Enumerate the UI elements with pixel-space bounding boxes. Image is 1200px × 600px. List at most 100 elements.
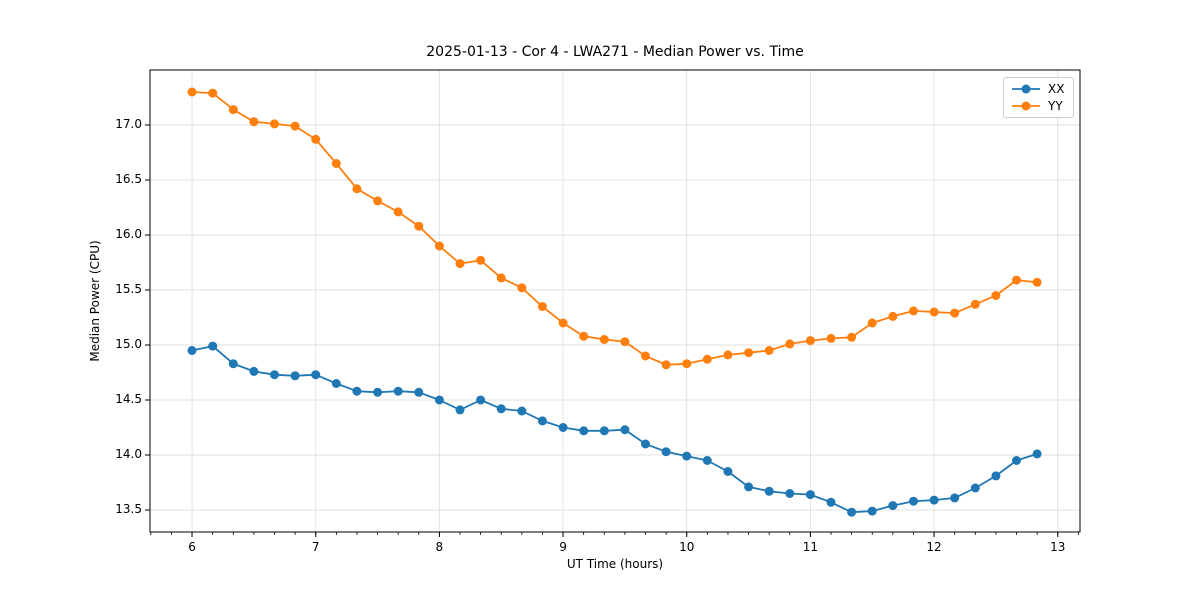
data-point-yy xyxy=(950,308,960,318)
data-point-xx xyxy=(579,426,589,436)
data-point-yy xyxy=(867,318,877,328)
data-point-xx xyxy=(805,490,815,500)
data-point-xx xyxy=(702,456,712,465)
data-point-yy xyxy=(558,318,568,328)
data-point-xx xyxy=(373,387,383,397)
data-point-xx xyxy=(723,467,733,476)
data-point-yy xyxy=(187,87,197,97)
data-point-yy xyxy=(290,121,300,131)
data-point-xx xyxy=(661,447,671,457)
legend-marker-yy xyxy=(1012,101,1040,111)
data-point-yy xyxy=(599,335,609,344)
x-tick-label: 7 xyxy=(311,540,320,554)
y-tick-label: 13.5 xyxy=(115,502,142,516)
data-point-xx xyxy=(847,507,857,517)
legend-item-xx: XX xyxy=(1011,82,1064,96)
data-point-yy xyxy=(352,184,362,194)
data-point-xx xyxy=(744,482,754,492)
data-point-yy xyxy=(249,117,259,127)
data-point-yy xyxy=(228,105,238,115)
data-point-xx xyxy=(970,483,980,493)
data-point-xx xyxy=(620,425,630,435)
legend-item-yy: YY xyxy=(1011,99,1064,113)
data-point-yy xyxy=(785,339,795,349)
data-point-yy xyxy=(331,159,341,168)
data-point-yy xyxy=(311,134,321,144)
data-point-yy xyxy=(805,336,815,346)
data-point-xx xyxy=(991,471,1001,481)
data-point-yy xyxy=(537,302,547,311)
chart-title: 2025-01-13 - Cor 4 - LWA271 - Median Pow… xyxy=(426,44,804,60)
x-tick-label: 9 xyxy=(559,540,567,554)
data-point-yy xyxy=(661,360,671,370)
y-tick-label: 14.5 xyxy=(115,392,142,406)
data-point-yy xyxy=(434,241,444,251)
data-point-yy xyxy=(888,311,898,321)
x-tick-label: 13 xyxy=(1050,540,1066,554)
data-point-xx xyxy=(641,439,650,449)
data-point-xx xyxy=(270,370,279,380)
data-point-yy xyxy=(847,332,857,342)
data-point-xx xyxy=(867,506,877,516)
data-point-yy xyxy=(517,283,527,293)
data-point-yy xyxy=(764,346,774,355)
y-tick-label: 15.5 xyxy=(115,282,142,296)
data-point-yy xyxy=(970,299,980,309)
data-point-yy xyxy=(909,306,918,316)
x-tick-label: 11 xyxy=(802,540,819,554)
data-point-yy xyxy=(702,354,712,364)
data-point-yy xyxy=(579,331,589,341)
data-point-yy xyxy=(929,307,939,317)
data-point-yy xyxy=(208,88,218,98)
data-point-xx xyxy=(909,496,918,506)
legend-marker-xx xyxy=(1012,84,1040,94)
data-point-yy xyxy=(1032,277,1042,287)
data-point-xx xyxy=(249,366,259,376)
data-point-xx xyxy=(599,426,609,436)
data-point-xx xyxy=(311,370,321,380)
y-tick-label: 16.5 xyxy=(115,172,142,186)
data-point-yy xyxy=(641,351,650,361)
data-point-xx xyxy=(228,359,238,369)
data-point-yy xyxy=(826,333,836,343)
data-point-xx xyxy=(1032,449,1042,459)
data-point-yy xyxy=(373,196,383,206)
data-point-yy xyxy=(414,221,424,231)
data-point-xx xyxy=(331,379,341,388)
legend-label: XX xyxy=(1048,82,1065,96)
y-tick-label: 17.0 xyxy=(115,117,142,131)
data-point-xx xyxy=(290,371,300,381)
data-point-yy xyxy=(723,350,733,360)
x-tick-label: 12 xyxy=(926,540,942,554)
data-point-yy xyxy=(1012,275,1021,285)
x-axis-label: UT Time (hours) xyxy=(566,557,664,571)
x-tick-label: 6 xyxy=(188,540,196,554)
data-point-yy xyxy=(496,273,506,283)
data-point-xx xyxy=(187,346,197,355)
data-point-xx xyxy=(888,501,898,511)
y-tick-label: 14.0 xyxy=(115,447,142,461)
series-line-xx xyxy=(191,345,1038,514)
data-point-yy xyxy=(991,291,1001,300)
data-point-xx xyxy=(682,451,692,461)
data-point-xx xyxy=(393,386,403,396)
data-point-yy xyxy=(476,255,486,265)
data-point-yy xyxy=(682,359,692,369)
data-point-xx xyxy=(496,404,506,414)
axes-border xyxy=(149,69,1081,533)
data-point-yy xyxy=(744,348,754,358)
data-point-xx xyxy=(1012,456,1021,465)
y-tick-label: 15.0 xyxy=(115,337,142,351)
series-line-yy xyxy=(191,91,1038,366)
data-point-xx xyxy=(558,423,568,432)
data-point-xx xyxy=(764,486,774,496)
data-point-xx xyxy=(517,406,527,416)
data-point-xx xyxy=(414,387,424,397)
data-point-xx xyxy=(950,493,960,503)
legend: XX YY xyxy=(1003,77,1075,118)
data-point-xx xyxy=(208,341,218,351)
data-point-xx xyxy=(826,497,836,507)
data-point-yy xyxy=(270,119,279,129)
